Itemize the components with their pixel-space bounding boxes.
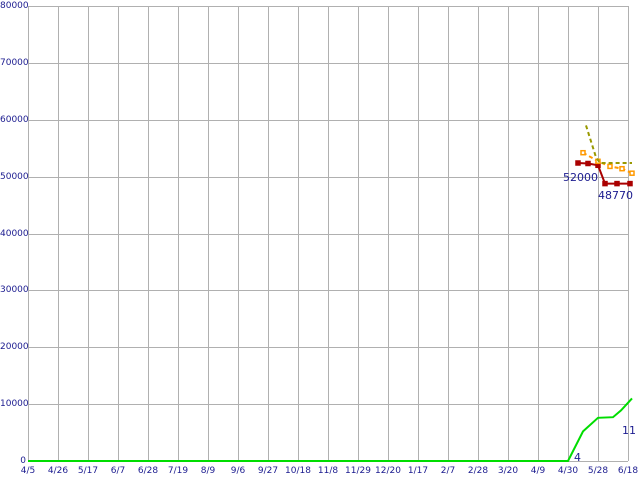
x-tick-label: 9/6 xyxy=(230,466,246,476)
gridline-vertical xyxy=(298,6,299,461)
gridline-vertical xyxy=(628,6,629,461)
x-tick-label: 5/17 xyxy=(77,466,99,476)
gridline-vertical xyxy=(268,6,269,461)
label-52000: 52000 xyxy=(563,171,598,184)
x-tick-label: 11/8 xyxy=(317,466,339,476)
gridline-vertical xyxy=(448,6,449,461)
gridline-vertical xyxy=(508,6,509,461)
label-11: 11 xyxy=(622,424,636,437)
data-point-marker xyxy=(602,180,608,187)
y-tick-label: 80000 xyxy=(0,1,29,11)
x-tick-label: 8/9 xyxy=(200,466,216,476)
y-tick-label: 30000 xyxy=(0,285,29,296)
x-tick-label: 6/18 xyxy=(617,466,639,476)
gridline-vertical xyxy=(568,6,569,461)
x-tick-label: 5/28 xyxy=(587,466,609,476)
plot-area xyxy=(28,6,635,462)
gridline-vertical xyxy=(208,6,209,461)
x-tick-label: 6/7 xyxy=(110,466,126,476)
data-point-marker xyxy=(585,160,591,167)
gridline-vertical xyxy=(418,6,419,461)
gridline-vertical xyxy=(598,6,599,461)
data-point-marker xyxy=(614,180,620,187)
y-tick-label: 0 xyxy=(20,456,26,466)
gridline-vertical xyxy=(478,6,479,461)
gridline-vertical xyxy=(238,6,239,461)
x-tick-label: 2/7 xyxy=(440,466,456,476)
label-48770: 48770 xyxy=(598,189,633,202)
y-tick-label: 40000 xyxy=(0,228,29,239)
gridline-vertical xyxy=(358,6,359,461)
gridline-vertical xyxy=(58,6,59,461)
data-point-marker xyxy=(580,149,586,156)
series-line xyxy=(585,125,632,164)
y-tick-label: 20000 xyxy=(0,342,29,353)
gridline-vertical xyxy=(178,6,179,461)
gridline-vertical xyxy=(88,6,89,461)
x-tick-label: 1/17 xyxy=(407,466,429,476)
x-tick-label: 10/18 xyxy=(285,466,311,476)
gridline-vertical xyxy=(388,6,389,461)
gridline-vertical xyxy=(148,6,149,461)
x-tick-label: 6/28 xyxy=(137,466,159,476)
y-tick-label: 50000 xyxy=(0,171,29,182)
data-point-marker xyxy=(607,163,613,170)
label-4: 4 xyxy=(574,451,581,464)
series-olive-series xyxy=(585,125,632,164)
x-tick-label: 9/27 xyxy=(257,466,279,476)
x-tick-label: 4/30 xyxy=(557,466,579,476)
x-tick-label: 4/5 xyxy=(20,466,36,476)
y-tick-label: 60000 xyxy=(0,114,29,125)
x-tick-label: 3/20 xyxy=(497,466,519,476)
gridline-vertical xyxy=(538,6,539,461)
x-tick-label: 2/28 xyxy=(467,466,489,476)
y-tick-label: 70000 xyxy=(0,57,29,68)
y-tick-label: 10000 xyxy=(0,399,29,410)
x-tick-label: 12/20 xyxy=(375,466,401,476)
data-point-marker xyxy=(629,170,635,176)
gridline-vertical xyxy=(118,6,119,461)
x-tick-label: 7/19 xyxy=(167,466,189,476)
data-point-marker xyxy=(575,160,581,166)
gridline-vertical xyxy=(28,6,29,461)
data-point-marker xyxy=(619,165,625,172)
gridline-vertical xyxy=(328,6,329,461)
x-tick-label: 11/29 xyxy=(345,466,371,476)
gridline-horizontal xyxy=(28,461,628,462)
x-tick-label: 4/9 xyxy=(530,466,546,476)
x-tick-label: 4/26 xyxy=(47,466,69,476)
